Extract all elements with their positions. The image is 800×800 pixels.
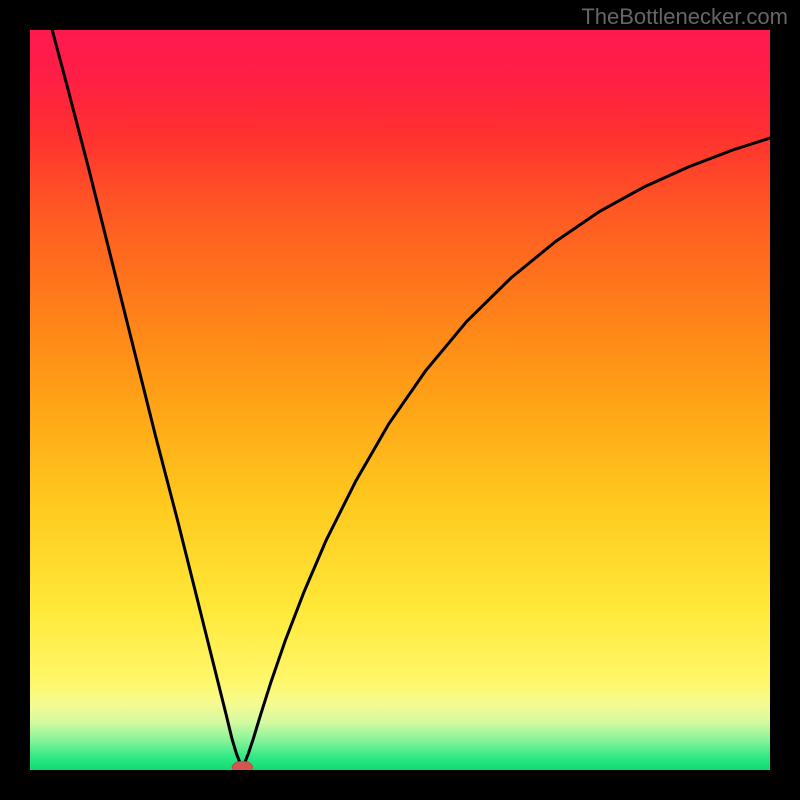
plot-background — [30, 30, 770, 770]
attribution-label: TheBottlenecker.com — [581, 4, 788, 30]
chart-container: TheBottlenecker.com — [0, 0, 800, 800]
bottleneck-chart — [0, 0, 800, 800]
